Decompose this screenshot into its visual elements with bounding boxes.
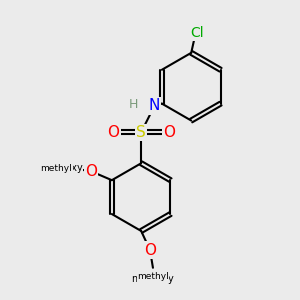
- Text: H: H: [128, 98, 138, 111]
- Text: methyl: methyl: [40, 164, 72, 173]
- Text: methoxy: methoxy: [132, 274, 174, 284]
- Text: Cl: Cl: [190, 26, 204, 40]
- Text: O: O: [144, 243, 156, 258]
- Text: methyl: methyl: [137, 272, 169, 281]
- Text: O: O: [163, 125, 175, 140]
- Text: S: S: [136, 125, 146, 140]
- Text: O: O: [85, 164, 97, 179]
- Text: N: N: [149, 98, 160, 113]
- Text: O: O: [107, 125, 119, 140]
- Text: methoxy: methoxy: [40, 164, 82, 173]
